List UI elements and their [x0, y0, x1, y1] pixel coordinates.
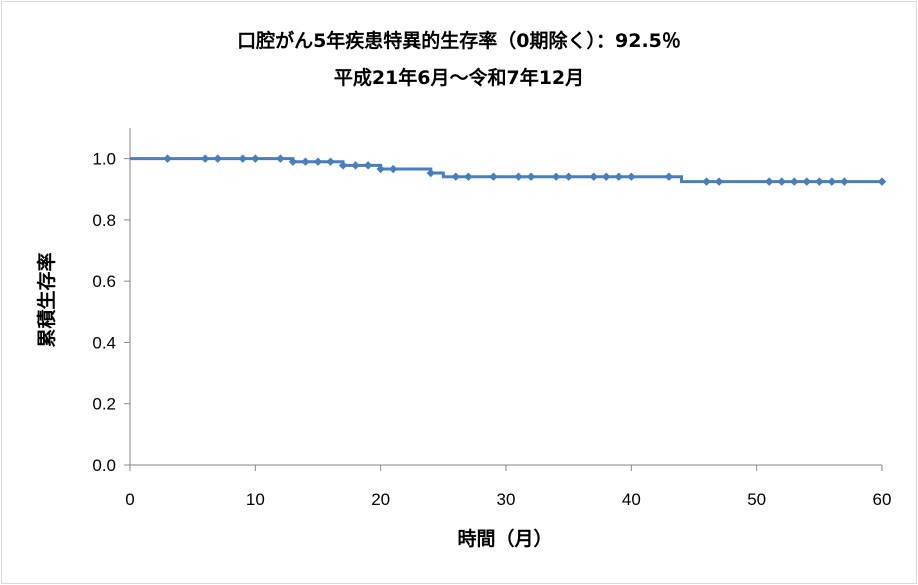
chart-title: 口腔がん5年疾患特異的生存率（0期除く）：92.5％	[237, 30, 681, 52]
censor-marker	[564, 172, 573, 181]
censor-marker	[815, 177, 824, 186]
censor-marker	[363, 161, 373, 170]
censor-marker	[200, 154, 210, 163]
censor-marker	[840, 177, 849, 186]
censor-marker	[464, 172, 473, 181]
censor-marker	[614, 172, 624, 181]
censor-marker	[301, 157, 310, 166]
y-axis-title: 累積生存率	[35, 252, 58, 347]
censor-marker	[338, 161, 348, 170]
y-tick-label: 0.8	[92, 211, 116, 230]
censor-marker	[777, 177, 786, 186]
censor-marker	[551, 172, 561, 181]
censor-marker	[251, 154, 260, 163]
censor-marker	[276, 154, 285, 163]
y-tick-label: 0.4	[92, 333, 116, 352]
censor-marker	[163, 154, 172, 163]
censor-marker	[313, 157, 323, 166]
censor-marker	[627, 172, 636, 181]
censor-marker	[764, 177, 774, 186]
censor-marker	[802, 177, 812, 186]
y-tick-label: 0.2	[92, 395, 116, 414]
censor-marker	[351, 161, 360, 170]
censor-marker	[426, 168, 436, 178]
censor-marker	[877, 177, 887, 186]
censor-marker	[602, 172, 611, 181]
censor-marker	[514, 172, 523, 181]
x-tick-label: 30	[497, 490, 516, 509]
censor-marker	[664, 172, 674, 181]
censor-marker	[326, 157, 335, 166]
chart-subtitle: 平成21年6月～令和7年12月	[333, 67, 585, 89]
censor-marker	[489, 172, 498, 181]
x-tick-label: 0	[125, 490, 134, 509]
censor-marker	[213, 154, 222, 163]
x-tick-label: 60	[873, 490, 892, 509]
censor-marker	[702, 177, 711, 186]
censor-marker	[238, 154, 248, 163]
x-tick-label: 20	[371, 490, 390, 509]
y-tick-label: 1.0	[92, 150, 116, 169]
censor-marker	[376, 164, 385, 174]
censor-marker	[589, 172, 598, 181]
y-tick-label: 0.0	[92, 456, 116, 475]
censor-marker	[288, 157, 298, 166]
censor-marker	[827, 177, 837, 186]
y-tick-label: 0.6	[92, 272, 116, 291]
censor-marker	[526, 172, 536, 181]
tick-labels: 0.0 0.2 0.4 0.6 0.8 1.0 0 10 20 30 40 50 60	[92, 150, 891, 509]
censor-marker	[790, 177, 799, 186]
x-tick-label: 10	[246, 490, 265, 509]
axes	[124, 128, 883, 471]
censor-marker	[388, 164, 398, 174]
x-axis-title: 時間（月）	[457, 527, 552, 550]
censor-marker	[451, 172, 461, 181]
x-tick-label: 50	[747, 490, 766, 509]
series-group	[130, 154, 887, 186]
x-tick-label: 40	[622, 490, 641, 509]
censor-marker	[714, 177, 724, 186]
